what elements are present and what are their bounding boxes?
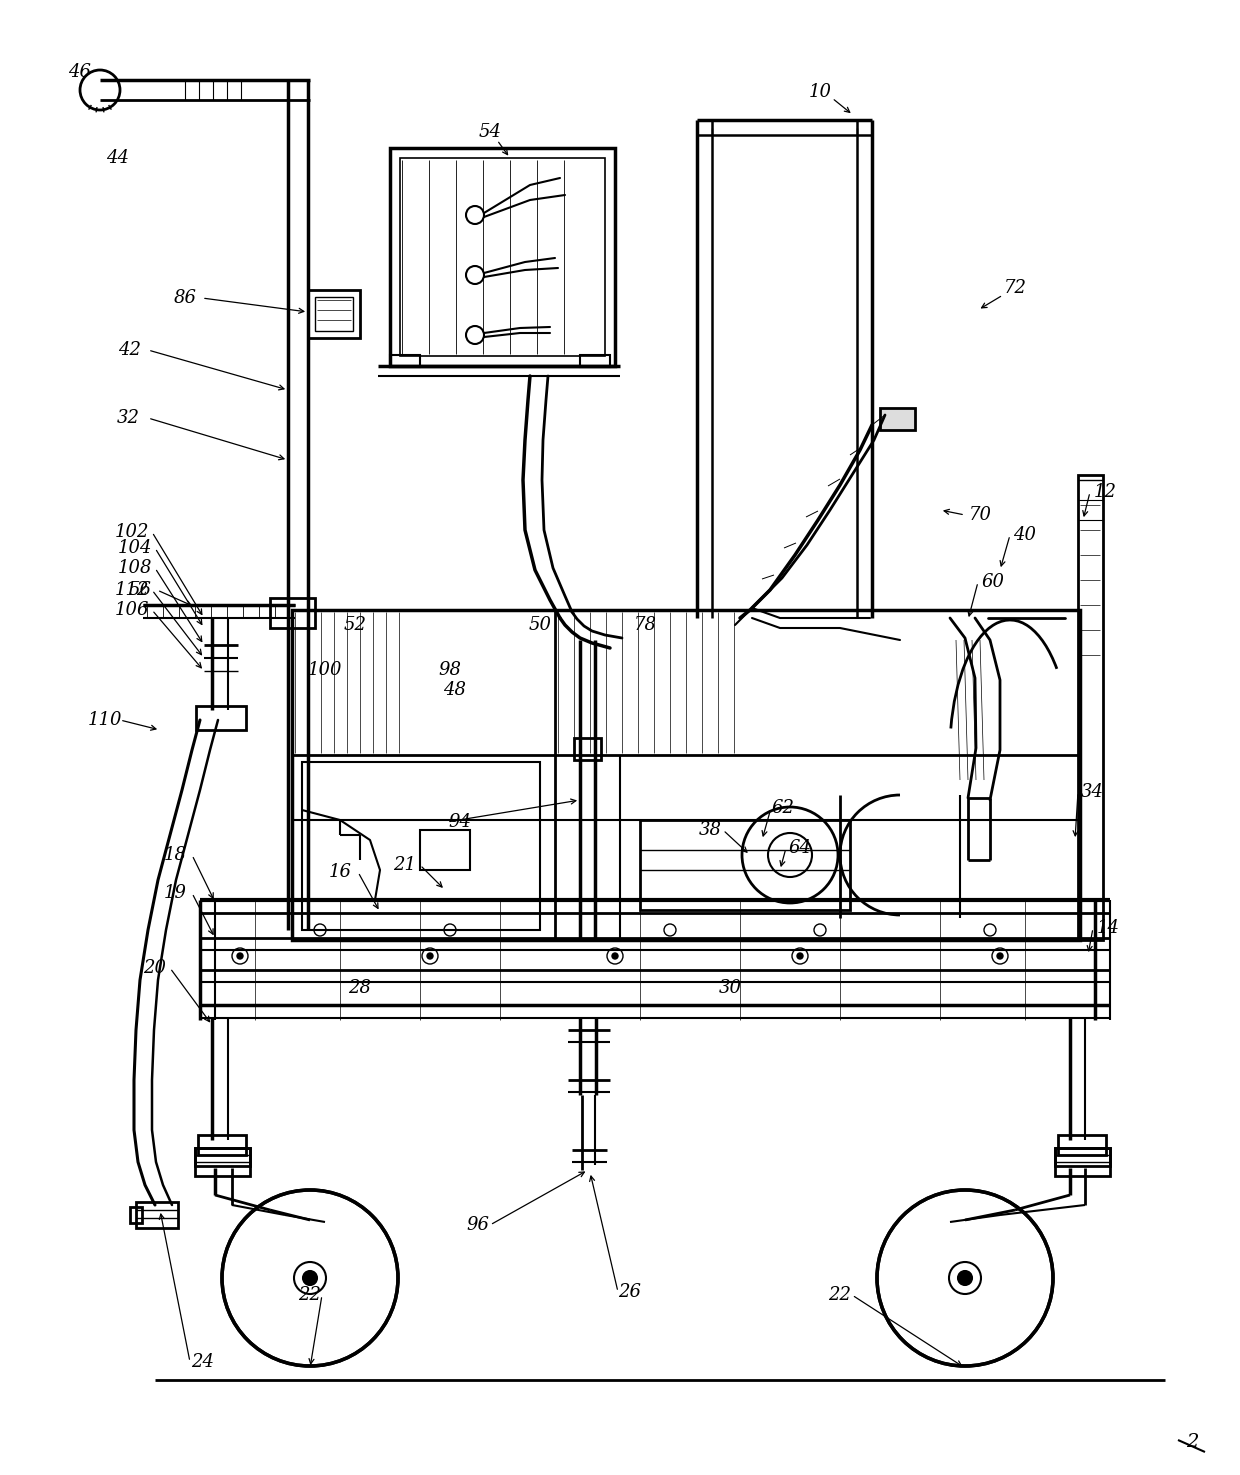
Bar bbox=[195, 1148, 250, 1176]
Bar bbox=[308, 291, 360, 338]
Bar bbox=[136, 1202, 179, 1229]
Circle shape bbox=[237, 953, 243, 959]
Text: 48: 48 bbox=[444, 681, 466, 699]
Text: 2: 2 bbox=[1185, 1434, 1198, 1451]
Bar bbox=[580, 355, 610, 367]
Text: 32: 32 bbox=[117, 409, 139, 426]
Text: 28: 28 bbox=[348, 979, 372, 997]
Text: 19: 19 bbox=[164, 884, 186, 903]
Circle shape bbox=[742, 807, 838, 903]
Circle shape bbox=[466, 326, 484, 344]
Bar bbox=[1078, 475, 1104, 940]
Bar bbox=[198, 1134, 246, 1155]
Circle shape bbox=[959, 1271, 972, 1285]
Text: 40: 40 bbox=[1013, 527, 1037, 544]
Text: 20: 20 bbox=[144, 959, 166, 976]
Text: 22: 22 bbox=[828, 1286, 852, 1304]
Circle shape bbox=[797, 953, 804, 959]
Circle shape bbox=[427, 953, 433, 959]
Circle shape bbox=[877, 1190, 1053, 1366]
Text: 44: 44 bbox=[107, 149, 129, 167]
Text: 72: 72 bbox=[1003, 279, 1027, 296]
Bar bbox=[420, 830, 470, 870]
Circle shape bbox=[466, 207, 484, 224]
Text: 86: 86 bbox=[174, 289, 196, 307]
Text: 34: 34 bbox=[1080, 783, 1104, 801]
Text: 70: 70 bbox=[968, 506, 992, 524]
Text: 14: 14 bbox=[1096, 919, 1120, 937]
Bar bbox=[391, 148, 615, 366]
Text: 12: 12 bbox=[1094, 482, 1116, 502]
Bar bbox=[1058, 1134, 1106, 1155]
Text: 60: 60 bbox=[982, 572, 1004, 591]
Text: 106: 106 bbox=[115, 600, 149, 620]
Text: 24: 24 bbox=[191, 1353, 215, 1370]
Text: 64: 64 bbox=[789, 839, 811, 857]
Text: 94: 94 bbox=[449, 813, 471, 830]
Bar bbox=[196, 707, 246, 730]
Text: 26: 26 bbox=[619, 1283, 641, 1301]
Text: 110: 110 bbox=[88, 711, 123, 729]
Text: 18: 18 bbox=[164, 847, 186, 864]
Text: 16: 16 bbox=[329, 863, 351, 881]
Text: 62: 62 bbox=[771, 799, 795, 817]
Text: 10: 10 bbox=[808, 83, 832, 100]
Text: 54: 54 bbox=[479, 122, 501, 142]
Text: 98: 98 bbox=[439, 661, 461, 679]
Circle shape bbox=[81, 69, 120, 111]
Circle shape bbox=[294, 1263, 326, 1294]
Circle shape bbox=[997, 953, 1003, 959]
Text: 96: 96 bbox=[466, 1215, 490, 1235]
Text: 56: 56 bbox=[129, 581, 151, 599]
Bar bbox=[270, 597, 315, 628]
Text: 42: 42 bbox=[119, 341, 141, 358]
Circle shape bbox=[222, 1190, 398, 1366]
Circle shape bbox=[303, 1271, 317, 1285]
Bar bbox=[130, 1207, 143, 1223]
Text: 104: 104 bbox=[118, 538, 153, 558]
Circle shape bbox=[949, 1263, 981, 1294]
Circle shape bbox=[466, 266, 484, 285]
Text: 38: 38 bbox=[698, 822, 722, 839]
Text: 50: 50 bbox=[528, 617, 552, 634]
Text: 78: 78 bbox=[634, 617, 656, 634]
Text: 102: 102 bbox=[115, 524, 149, 541]
Text: 100: 100 bbox=[308, 661, 342, 679]
Bar bbox=[303, 763, 539, 931]
Text: 52: 52 bbox=[343, 617, 367, 634]
Bar bbox=[315, 296, 353, 330]
Bar bbox=[391, 355, 420, 367]
Bar bbox=[291, 611, 1080, 940]
Circle shape bbox=[768, 833, 812, 878]
Text: 22: 22 bbox=[299, 1286, 321, 1304]
Bar bbox=[1055, 1148, 1110, 1176]
Bar bbox=[640, 820, 849, 910]
Bar bbox=[195, 1148, 250, 1167]
Circle shape bbox=[613, 953, 618, 959]
Text: 30: 30 bbox=[718, 979, 742, 997]
Text: 21: 21 bbox=[393, 855, 417, 875]
Text: 108: 108 bbox=[118, 559, 153, 577]
Text: 112: 112 bbox=[115, 581, 149, 599]
Bar bbox=[574, 738, 601, 760]
Text: 46: 46 bbox=[68, 63, 92, 81]
Bar bbox=[1055, 1148, 1110, 1167]
Bar bbox=[401, 158, 605, 355]
Bar bbox=[880, 409, 915, 431]
